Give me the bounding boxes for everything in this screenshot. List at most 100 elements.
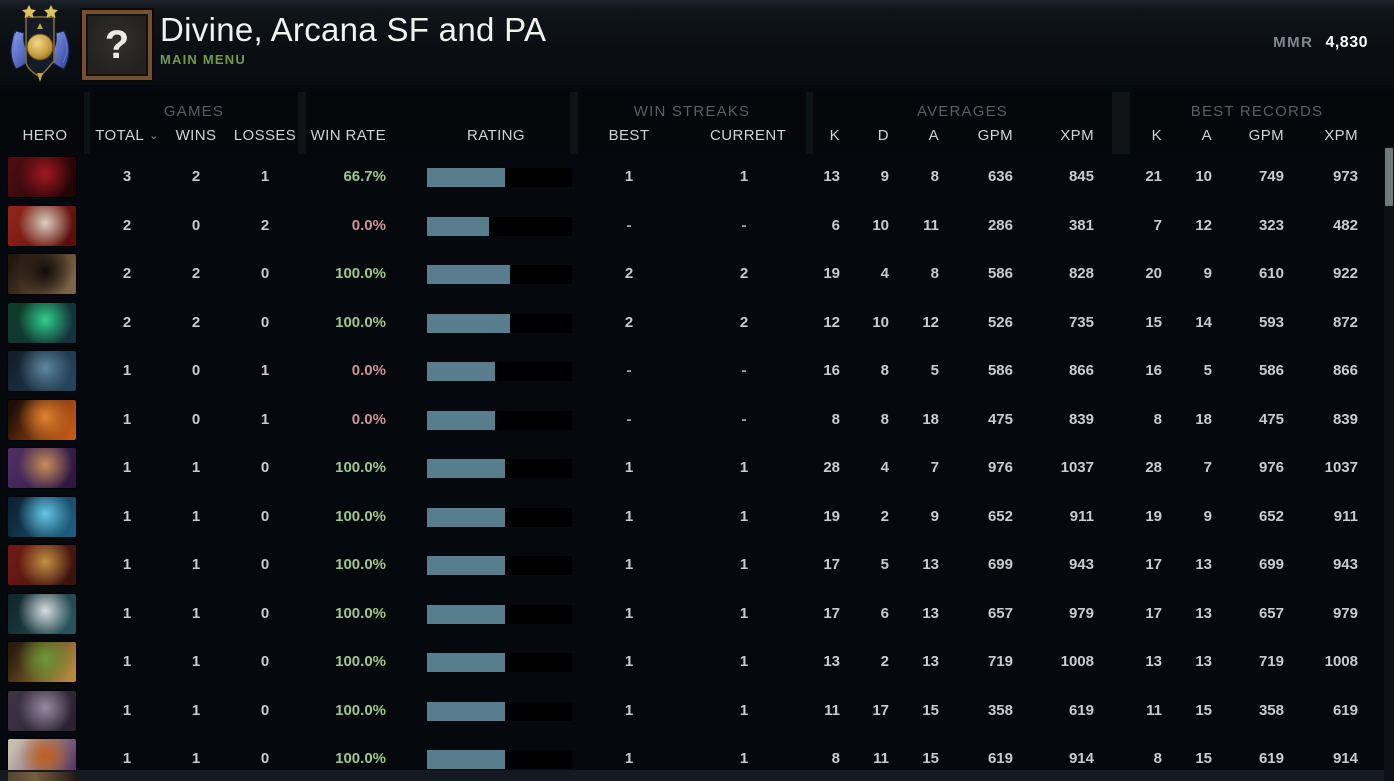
hero-row[interactable]: 3 2 1 66.7% 1 1 13 9 8 636 845 21 10 749 973 xyxy=(0,153,1384,201)
hero-row[interactable]: 2 0 2 0.0% - - 6 10 11 286 381 7 12 323 482 xyxy=(0,202,1384,250)
group-header-games: GAMES xyxy=(163,103,225,120)
cell-best-gpm: 323 xyxy=(1258,216,1284,234)
column-header-wins[interactable]: WINS xyxy=(175,127,217,144)
cell-avg-assists: 5 xyxy=(930,362,939,379)
player-avatar[interactable]: ? xyxy=(82,10,152,80)
cell-total-games: 1 xyxy=(122,604,132,622)
cell-win-rate: 100.0% xyxy=(335,507,386,525)
cell-avg-deaths: 5 xyxy=(880,556,889,573)
cell-best-streak: - xyxy=(626,410,632,428)
cell-avg-xpm: 914 xyxy=(1068,750,1094,767)
hero-portrait xyxy=(8,351,76,391)
cell-losses: 2 xyxy=(260,216,270,234)
rank-medal-icon xyxy=(6,3,74,83)
hero-row[interactable]: 1 1 0 100.0% 1 1 28 4 7 976 1037 28 7 976 1037 xyxy=(0,444,1384,492)
cell-wins: 1 xyxy=(191,701,201,719)
column-header-total[interactable]: TOTAL ⌄ xyxy=(92,127,162,144)
cell-best-xpm: 979 xyxy=(1332,604,1358,622)
rating-bar xyxy=(427,556,572,575)
cell-current-streak: - xyxy=(741,362,747,379)
hero-row[interactable]: 1 1 0 100.0% 1 1 13 2 13 719 1008 13 13 719 1008 xyxy=(0,638,1384,686)
cell-best-streak: 1 xyxy=(624,653,634,670)
cell-total-games: 2 xyxy=(122,313,132,331)
cell-current-streak: 1 xyxy=(739,168,749,185)
cell-avg-deaths: 8 xyxy=(880,410,889,428)
group-header-averages: AVERAGES xyxy=(916,103,1009,120)
averages-header-panel xyxy=(813,92,1112,154)
cell-best-streak: 1 xyxy=(624,556,634,573)
column-header-losses[interactable]: LOSSES xyxy=(233,127,297,144)
column-header-avg-deaths[interactable]: D xyxy=(877,127,889,144)
hero-row[interactable]: 2 2 0 100.0% 2 2 19 4 8 586 828 20 9 610 922 xyxy=(0,250,1384,298)
cell-losses: 0 xyxy=(260,750,270,767)
cell-best-assists: 9 xyxy=(1203,265,1212,282)
cell-best-kills: 17 xyxy=(1145,556,1162,573)
hero-row[interactable]: 1 1 0 100.0% 1 1 17 5 13 699 943 17 13 699 943 xyxy=(0,541,1384,589)
cell-current-streak: 2 xyxy=(739,313,749,331)
cell-avg-assists: 8 xyxy=(930,168,939,185)
cell-losses: 0 xyxy=(260,313,270,331)
cell-avg-xpm: 735 xyxy=(1068,313,1094,331)
cell-avg-assists: 12 xyxy=(922,313,939,331)
scrollbar-thumb[interactable] xyxy=(1385,148,1393,206)
records-header-panel xyxy=(1130,92,1394,154)
column-header-avg-gpm[interactable]: GPM xyxy=(977,127,1013,144)
cell-current-streak: 1 xyxy=(739,604,749,622)
column-header-best-streak[interactable]: BEST xyxy=(608,127,650,144)
cell-losses: 1 xyxy=(260,168,270,185)
cell-avg-kills: 19 xyxy=(823,265,840,282)
rating-bar-fill xyxy=(427,604,506,624)
cell-total-games: 1 xyxy=(122,556,132,573)
cell-best-kills: 16 xyxy=(1145,362,1162,379)
column-header-avg-assists[interactable]: A xyxy=(928,127,939,144)
cell-current-streak: 2 xyxy=(739,265,749,282)
column-header-rating[interactable]: RATING xyxy=(467,127,525,144)
cell-avg-deaths: 17 xyxy=(872,701,889,719)
hero-row[interactable]: 1 1 0 100.0% 1 1 17 6 13 657 979 17 13 657 979 xyxy=(0,590,1384,638)
scrollbar-track[interactable] xyxy=(1384,146,1394,781)
mmr-display: MMR 4,830 xyxy=(1273,34,1368,52)
cell-avg-assists: 13 xyxy=(922,556,939,573)
cell-best-assists: 18 xyxy=(1195,410,1212,428)
cell-avg-kills: 16 xyxy=(823,362,840,379)
hero-header-panel xyxy=(0,92,84,154)
column-header-avg-xpm[interactable]: XPM xyxy=(1060,127,1094,144)
cell-avg-assists: 8 xyxy=(930,265,939,282)
cell-avg-kills: 13 xyxy=(823,168,840,185)
column-header-best-xpm[interactable]: XPM xyxy=(1324,127,1358,144)
cell-avg-assists: 11 xyxy=(923,216,939,234)
hero-portrait xyxy=(8,157,76,197)
hero-row[interactable]: 1 0 1 0.0% - - 16 8 5 586 866 16 5 586 866 xyxy=(0,347,1384,395)
hero-row[interactable]: 1 0 1 0.0% - - 8 8 18 475 839 8 18 475 839 xyxy=(0,396,1384,444)
column-header-win-rate[interactable]: WIN RATE xyxy=(310,127,386,144)
cell-best-assists: 10 xyxy=(1195,168,1212,185)
rating-bar xyxy=(427,313,572,333)
column-header-hero[interactable]: HERO xyxy=(22,127,68,144)
rating-bar xyxy=(427,701,572,721)
hero-row[interactable]: 1 1 0 100.0% 1 1 19 2 9 652 911 19 9 652 911 xyxy=(0,493,1384,541)
cell-losses: 0 xyxy=(260,507,270,525)
cell-avg-kills: 6 xyxy=(831,216,840,234)
cell-best-xpm: 914 xyxy=(1332,750,1358,767)
hero-row[interactable]: 1 1 0 100.0% 1 1 8 11 15 619 914 8 15 619 914 xyxy=(0,735,1384,781)
cell-avg-deaths: 6 xyxy=(880,604,889,622)
cell-best-kills: 8 xyxy=(1153,750,1162,767)
cell-best-kills: 15 xyxy=(1145,313,1162,331)
hero-row[interactable]: 1 1 0 100.0% 1 1 11 17 15 358 619 11 15 358 619 xyxy=(0,687,1384,735)
cell-current-streak: 1 xyxy=(739,653,749,670)
cell-best-assists: 7 xyxy=(1203,459,1212,476)
cell-wins: 2 xyxy=(191,313,201,331)
hero-row[interactable]: 2 2 0 100.0% 2 2 12 10 12 526 735 15 14 593 872 xyxy=(0,299,1384,347)
column-header-best-assists[interactable]: A xyxy=(1201,127,1212,144)
cell-avg-deaths: 8 xyxy=(880,362,889,379)
main-menu-breadcrumb[interactable]: MAIN MENU xyxy=(160,51,246,67)
column-header-current-streak[interactable]: CURRENT xyxy=(710,127,787,144)
column-header-best-gpm[interactable]: GPM xyxy=(1248,127,1284,144)
cell-win-rate: 100.0% xyxy=(335,750,386,767)
column-header-best-kills[interactable]: K xyxy=(1151,127,1162,144)
rating-bar-fill xyxy=(427,313,510,333)
column-header-avg-kills[interactable]: K xyxy=(829,127,840,144)
cell-avg-xpm: 619 xyxy=(1068,701,1094,719)
cell-avg-assists: 15 xyxy=(922,701,939,719)
cell-win-rate: 100.0% xyxy=(335,459,386,476)
